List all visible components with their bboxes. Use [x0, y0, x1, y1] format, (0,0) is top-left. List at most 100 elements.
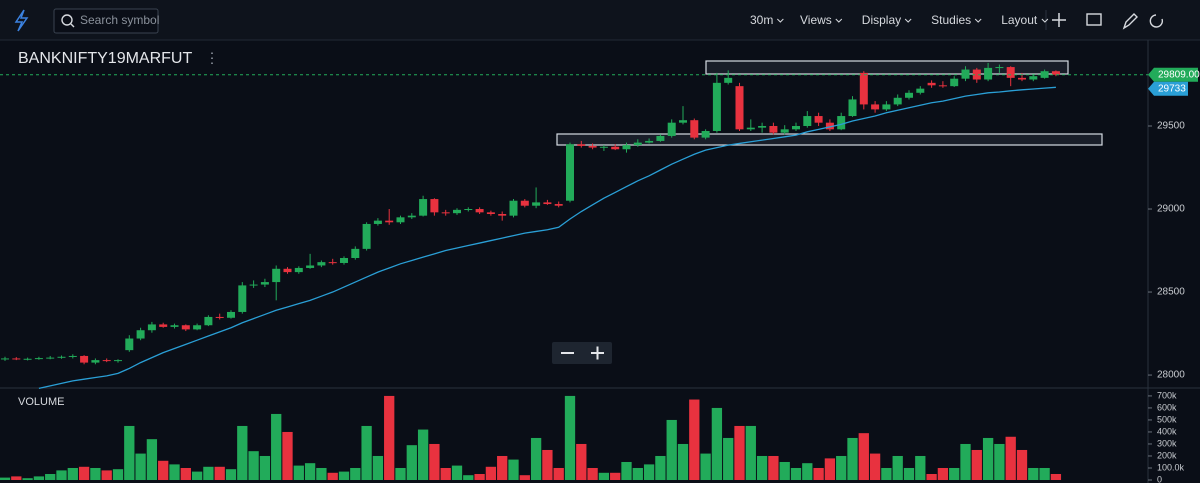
zoom-in[interactable]	[591, 346, 604, 360]
candle-body	[373, 220, 382, 224]
toolbar-menu[interactable]: Views	[800, 13, 832, 27]
search-placeholder[interactable]: Search symbol	[80, 13, 159, 27]
candle-body	[577, 144, 586, 146]
candle-body	[396, 217, 405, 223]
volume-bar	[881, 467, 892, 480]
volume-bar	[45, 473, 56, 480]
toolbar-menu[interactable]: Layout	[1001, 13, 1038, 27]
volume-bar	[0, 477, 11, 480]
volume-bar	[689, 399, 700, 480]
volume-bar	[361, 425, 372, 480]
candle-body	[215, 316, 224, 318]
volume-bar	[949, 467, 960, 480]
volume-bar	[11, 476, 22, 480]
candle-body	[701, 130, 710, 138]
candle-body	[769, 126, 778, 133]
volume-bar	[124, 425, 135, 480]
volume-bar	[542, 449, 553, 480]
volume-bar	[790, 467, 802, 480]
add-button[interactable]	[1052, 13, 1066, 27]
interval-menu[interactable]: 30m	[750, 13, 773, 27]
volume-bar	[22, 478, 33, 480]
candle-body	[68, 355, 77, 357]
volume-bar	[576, 443, 587, 480]
notes-button[interactable]	[1086, 13, 1102, 26]
toolbar-menu[interactable]: Display	[862, 13, 901, 27]
volume-bar	[90, 467, 101, 480]
volume-bar	[564, 395, 576, 480]
y-tick-label: 28500	[1157, 287, 1185, 298]
volume-bar	[1028, 467, 1039, 480]
volume-bar	[530, 437, 542, 480]
candle-body	[622, 145, 631, 150]
candle-body	[419, 199, 428, 216]
candle-body	[80, 355, 89, 363]
volume-bar	[67, 467, 78, 480]
candle-body	[1, 358, 9, 360]
candle-body	[916, 88, 925, 93]
volume-bar	[56, 470, 67, 480]
symbol-title[interactable]: BANKNIFTY19MARFUT	[18, 50, 192, 67]
candle-body	[430, 199, 439, 213]
candle-body	[317, 262, 326, 266]
volume-tick-label: 300k	[1157, 438, 1177, 448]
volume-bar	[802, 463, 813, 480]
candle-body	[938, 85, 947, 87]
candle-body	[893, 97, 902, 105]
candle-body	[46, 357, 55, 359]
volume-bar	[610, 472, 621, 480]
candle-body	[23, 358, 32, 360]
candle-body	[498, 214, 507, 216]
moving-average-line	[38, 86, 1056, 389]
toolbar-menu[interactable]: Studies	[931, 13, 971, 27]
volume-bar	[259, 455, 271, 480]
volume-bar	[78, 466, 90, 480]
menu-chevron	[974, 18, 982, 23]
volume-tick-label: 0	[1157, 474, 1162, 483]
draw-button[interactable]	[1122, 13, 1138, 30]
volume-bar	[892, 455, 903, 480]
candle-body	[91, 360, 100, 363]
volume-bar	[417, 429, 429, 480]
candle-body	[227, 311, 235, 318]
volume-bar	[372, 455, 384, 480]
candle-body	[588, 145, 597, 148]
volume-bar	[180, 467, 191, 480]
candle-body	[125, 338, 134, 351]
candle-body	[667, 122, 676, 136]
candle-body	[181, 325, 190, 330]
search-box[interactable]	[53, 8, 159, 34]
menu-chevron	[904, 18, 912, 23]
candle-body	[1018, 77, 1026, 80]
volume-bar	[440, 467, 451, 480]
logo[interactable]	[14, 9, 29, 32]
support-zone[interactable]	[556, 133, 1103, 146]
menu-chevron	[835, 18, 843, 23]
reset-button[interactable]	[1149, 14, 1164, 28]
candle-body	[12, 358, 21, 360]
volume-bar	[508, 459, 519, 480]
candle-body	[351, 248, 360, 258]
volume-bar	[350, 467, 361, 480]
volume-bar	[293, 465, 304, 480]
volume-bar	[745, 425, 756, 480]
volume-bar	[677, 443, 689, 480]
volume-bar	[621, 461, 632, 480]
volume-bar	[316, 467, 327, 480]
candle-body	[249, 284, 258, 286]
candle-body	[306, 265, 315, 268]
volume-bar	[858, 433, 869, 480]
candle-body	[972, 69, 981, 80]
volume-bar	[598, 472, 610, 480]
candle-body	[633, 142, 642, 146]
symbol-menu[interactable]: ⋮	[205, 50, 219, 66]
candle-body	[238, 285, 247, 312]
candle-body	[735, 86, 744, 130]
volume-bar	[587, 467, 598, 480]
candle-body	[102, 360, 111, 362]
candle-body	[193, 325, 202, 330]
candle-body	[825, 122, 834, 130]
volume-bar	[960, 443, 971, 480]
candle-body	[792, 126, 800, 130]
